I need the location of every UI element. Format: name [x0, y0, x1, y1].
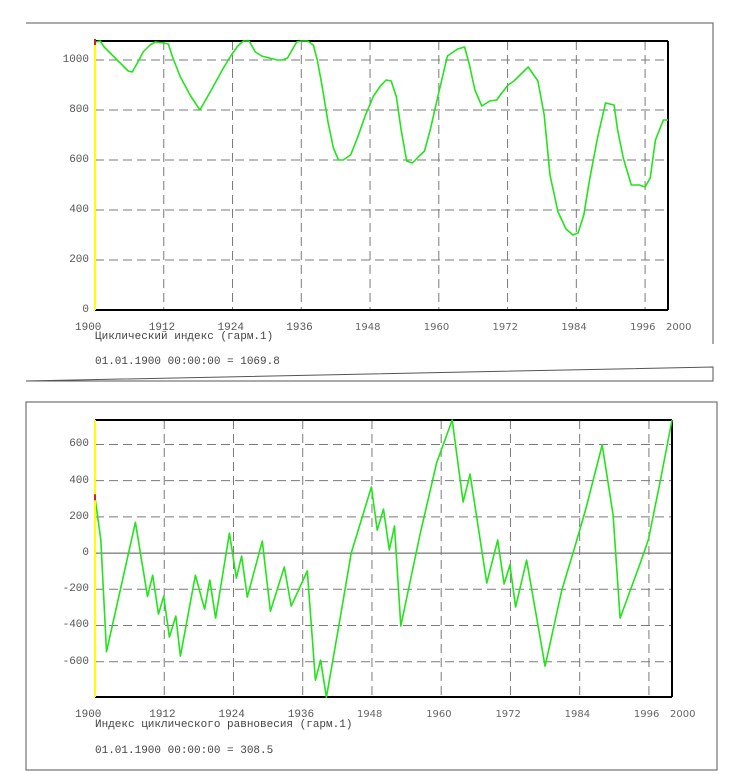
- y-tick-label: 800: [69, 104, 89, 116]
- x-tick-label: 1960: [423, 322, 450, 333]
- y-tick-label: 200: [69, 254, 89, 266]
- x-tick-label: 2000: [670, 709, 696, 720]
- y-tick-label: 400: [69, 474, 89, 487]
- y-tick-label: 600: [69, 154, 89, 166]
- chart-panel-top: Циклический индекс (гарм.1) 01.01.1900 0…: [25, 22, 714, 382]
- x-tick-label: 1996: [633, 709, 660, 720]
- x-tick-label: 1972: [495, 709, 521, 720]
- plot-area-bottom[interactable]: [94, 419, 673, 699]
- y-tick-label: 0: [82, 304, 89, 316]
- y-tick-label: 600: [69, 438, 89, 451]
- chart-frame-top: [25, 22, 714, 382]
- x-tick-label: 1912: [149, 709, 176, 721]
- y-tick-label: -600: [62, 655, 89, 668]
- y-tick-label: -400: [62, 619, 89, 632]
- x-tick-label: 1924: [218, 709, 245, 721]
- x-tick-label: 1936: [286, 322, 313, 334]
- plot-area-top[interactable]: [94, 39, 669, 311]
- series-line: [94, 419, 673, 699]
- x-tick-label: 1960: [426, 709, 452, 720]
- x-tick-label: 1924: [217, 322, 244, 334]
- x-tick-label: 1912: [148, 322, 176, 334]
- x-tick-label: 1984: [564, 709, 591, 720]
- x-tick-label: 1972: [492, 322, 518, 333]
- y-tick-label: -200: [62, 583, 89, 596]
- y-tick-label: 200: [69, 510, 89, 523]
- y-tick-label: 0: [82, 547, 89, 560]
- series-line: [95, 40, 668, 236]
- x-tick-label: 1948: [356, 709, 383, 720]
- y-tick-label: 400: [69, 204, 89, 216]
- x-tick-label: 2000: [666, 322, 692, 333]
- chart-caption: Индекс циклического равновесия (гарм.1): [95, 719, 353, 731]
- x-tick-label: 1984: [561, 322, 587, 333]
- x-tick-label: 1936: [287, 709, 315, 721]
- cursor-readout: 01.01.1900 00:00:00 = 1069.8: [95, 356, 280, 368]
- x-tick-label: 1948: [355, 322, 381, 333]
- x-tick-label: 1996: [630, 322, 656, 333]
- x-tick-label: 1900: [75, 709, 102, 721]
- x-tick-label: 1900: [75, 322, 102, 334]
- y-tick-label: 1000: [62, 54, 89, 66]
- chart-caption: Циклический индекс (гарм.1): [95, 331, 274, 343]
- cursor-readout: 01.01.1900 00:00:00 = 308.5: [95, 745, 274, 757]
